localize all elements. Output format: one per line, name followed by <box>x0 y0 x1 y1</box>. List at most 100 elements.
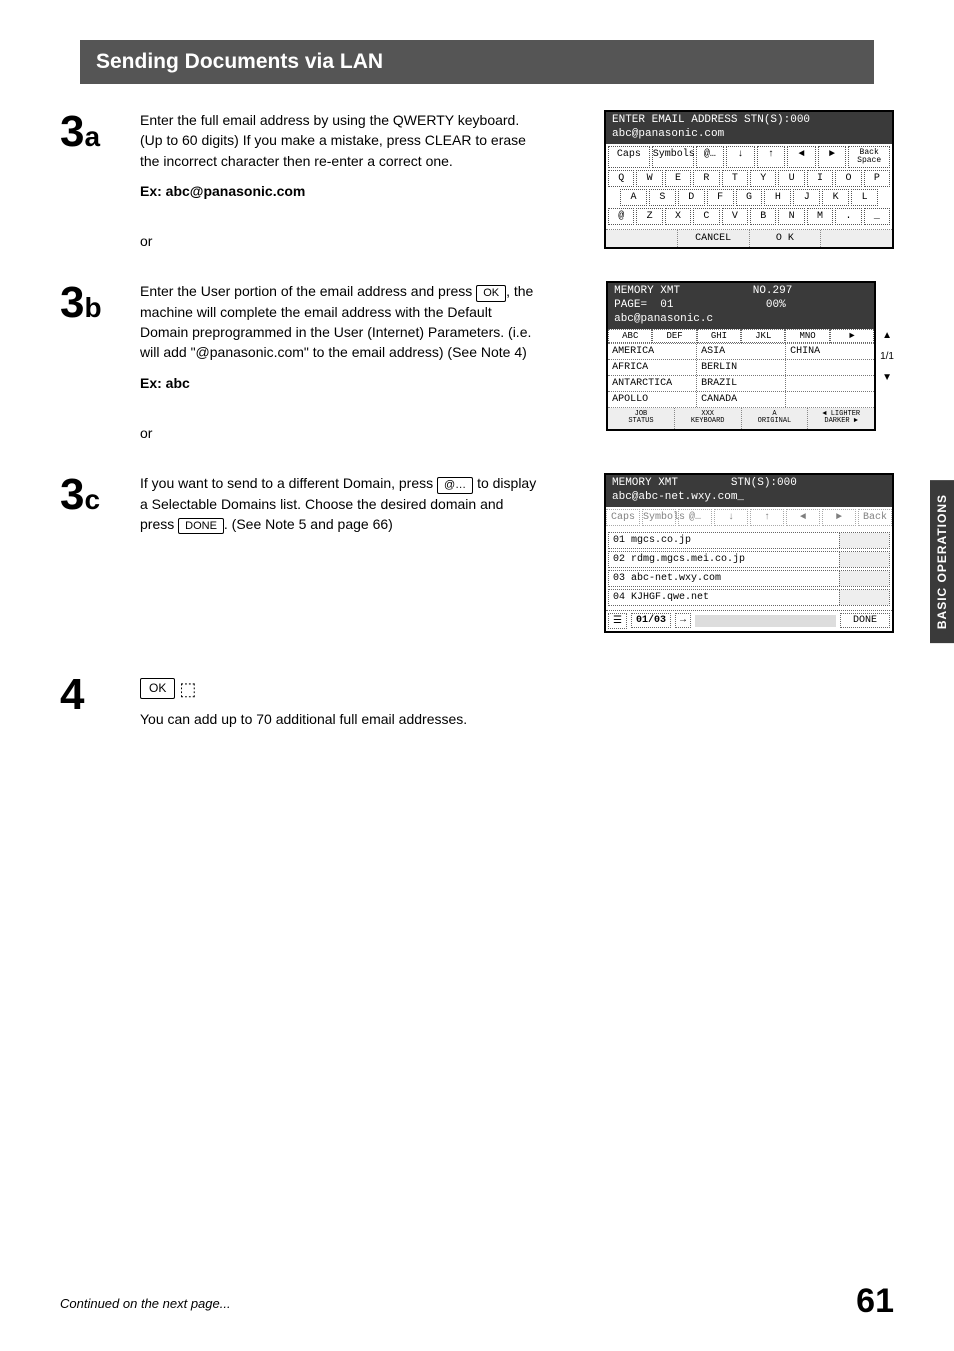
at-key-inline: @… <box>437 477 473 493</box>
kb-k: K <box>822 189 849 206</box>
kb-u: U <box>778 170 804 187</box>
pager-num: 01/03 <box>631 613 671 628</box>
page-number: 61 <box>856 1282 894 1321</box>
scroll-page: 1/1 <box>880 351 894 362</box>
pager-fill <box>695 615 836 627</box>
kb-caps: Caps <box>608 146 650 168</box>
tr-down-icon: ↓ <box>714 509 748 526</box>
lcd-3c-pager: ☰ 01/03 → DONE <box>606 610 892 631</box>
kb-z: Z <box>636 208 662 225</box>
lcd-3a-f0 <box>606 230 678 247</box>
lcd-3b-scroll: ▲ 1/1 ▼ <box>880 330 894 383</box>
lcd-3c-domains: 01 mgcs.co.jp 02 rdmg.mgcs.mei.co.jp 03 … <box>606 528 892 610</box>
kb-b: B <box>750 208 776 225</box>
step-3a-label: 3a <box>60 110 140 154</box>
kb-a: A <box>620 189 647 206</box>
tab-mno: MNO <box>785 329 829 343</box>
f-keyboard: XXX KEYBOARD <box>675 408 742 429</box>
step-3a-example: Ex: abc@panasonic.com <box>140 181 540 201</box>
list-row-0: AMERICA ASIA CHINA <box>608 343 874 359</box>
tab-ghi: GHI <box>697 329 741 343</box>
tab-abc: ABC <box>608 329 652 343</box>
cell-apollo: APOLLO <box>608 392 697 407</box>
kb-underscore: _ <box>864 208 890 225</box>
kb-down-icon: ↓ <box>726 146 755 168</box>
domain-2: 03 abc-net.wxy.com <box>609 571 839 586</box>
lcd-3a-body: Caps Symbols @… ↓ ↑ ◄ ► Back Space Q W E… <box>606 146 892 229</box>
kb-dot: . <box>835 208 861 225</box>
cell-empty3 <box>786 392 874 407</box>
step-3c-row: 3c If you want to send to a different Do… <box>60 473 894 633</box>
step-3b-row: 3b Enter the User portion of the email a… <box>60 281 894 453</box>
kb-row-1: Caps Symbols @… ↓ ↑ ◄ ► Back Space <box>608 146 890 168</box>
step-3b-example: Ex: abc <box>140 373 540 393</box>
kb-row-4: @ Z X C V B N M . _ <box>608 208 890 225</box>
kb-o: O <box>835 170 861 187</box>
kb-up-icon: ↑ <box>757 146 786 168</box>
lcd-3b-footer: JOB STATUS XXX KEYBOARD A ORIGINAL ◄ LIG… <box>608 407 874 429</box>
tr-caps: Caps <box>606 509 640 526</box>
step-3c-para: If you want to send to a different Domai… <box>140 473 540 534</box>
step-3a-text: Enter the full email address by using th… <box>140 110 540 261</box>
lcd-3a-cancel: CANCEL <box>678 230 750 247</box>
f-original: A ORIGINAL <box>742 408 809 429</box>
domain-btn-3 <box>839 590 889 605</box>
cell-antarctica: ANTARCTICA <box>608 376 697 391</box>
kb-x: X <box>665 208 691 225</box>
cell-berlin: BERLIN <box>697 360 786 375</box>
kb-at2: @ <box>608 208 634 225</box>
lcd-3b-col: MEMORY XMT NO.297 PAGE= 01 00% abc@panas… <box>540 281 894 431</box>
cell-brazil: BRAZIL <box>697 376 786 391</box>
pager-done: DONE <box>840 613 890 628</box>
tr-back: Back <box>858 509 892 526</box>
tab-jkl: JKL <box>741 329 785 343</box>
kb-at: @… <box>696 146 725 168</box>
step-4-num: 4 <box>60 670 84 719</box>
lcd-3c-header: MEMORY XMT STN(S):000 abc@abc-net.wxy.co… <box>606 475 892 507</box>
pager-arrow-icon: → <box>675 613 691 628</box>
cell-asia: ASIA <box>697 344 786 359</box>
step-3b-text: Enter the User portion of the email addr… <box>140 281 540 453</box>
ok-button-icon: OK <box>140 678 175 699</box>
step-3c-text: If you want to send to a different Domai… <box>140 473 540 544</box>
step-3c-label: 3c <box>60 473 140 517</box>
kb-right-icon: ► <box>818 146 847 168</box>
step-3b-sub: b <box>84 292 101 323</box>
kb-h: H <box>764 189 791 206</box>
f-lighter-darker: ◄ LIGHTER DARKER ► <box>808 408 874 429</box>
cell-empty1 <box>786 360 874 375</box>
step-4-para: You can add up to 70 additional full ema… <box>140 709 540 729</box>
kb-w: W <box>636 170 662 187</box>
step-4-label: 4 <box>60 673 140 717</box>
kb-p: P <box>864 170 890 187</box>
cell-canada: CANADA <box>697 392 786 407</box>
tr-left-icon: ◄ <box>786 509 820 526</box>
domain-btn-1 <box>839 552 889 567</box>
kb-e: E <box>665 170 691 187</box>
lcd-3a-ok: O K <box>750 230 822 247</box>
kb-d: D <box>678 189 705 206</box>
f-job: JOB STATUS <box>608 408 675 429</box>
domain-row-0: 01 mgcs.co.jp <box>608 532 890 549</box>
step-3c-sub: c <box>84 484 100 515</box>
step-3b-p1a: Enter the User portion of the email addr… <box>140 283 476 299</box>
domain-3: 04 KJHGF.qwe.net <box>609 590 839 605</box>
lcd-3a: ENTER EMAIL ADDRESS STN(S):000 abc@panas… <box>604 110 894 249</box>
list-row-2: ANTARCTICA BRAZIL <box>608 375 874 391</box>
kb-l: L <box>851 189 878 206</box>
step-3a-sub: a <box>84 121 100 152</box>
tab-more-icon: ► <box>830 329 874 343</box>
kb-n: N <box>778 208 804 225</box>
kb-m: M <box>807 208 833 225</box>
lcd-3c-col: MEMORY XMT STN(S):000 abc@abc-net.wxy.co… <box>540 473 894 633</box>
tr-sym: Symbols <box>642 509 676 526</box>
lcd-3a-header: ENTER EMAIL ADDRESS STN(S):000 abc@panas… <box>606 112 892 144</box>
lcd-3a-footer: CANCEL O K <box>606 229 892 247</box>
kb-s: S <box>649 189 676 206</box>
step-3a-row: 3a Enter the full email address by using… <box>60 110 894 261</box>
tab-def: DEF <box>652 329 696 343</box>
tr-at: @… <box>678 509 712 526</box>
scroll-up-icon: ▲ <box>880 330 894 341</box>
step-3a-para: Enter the full email address by using th… <box>140 110 540 171</box>
list-row-3: APOLLO CANADA <box>608 391 874 407</box>
